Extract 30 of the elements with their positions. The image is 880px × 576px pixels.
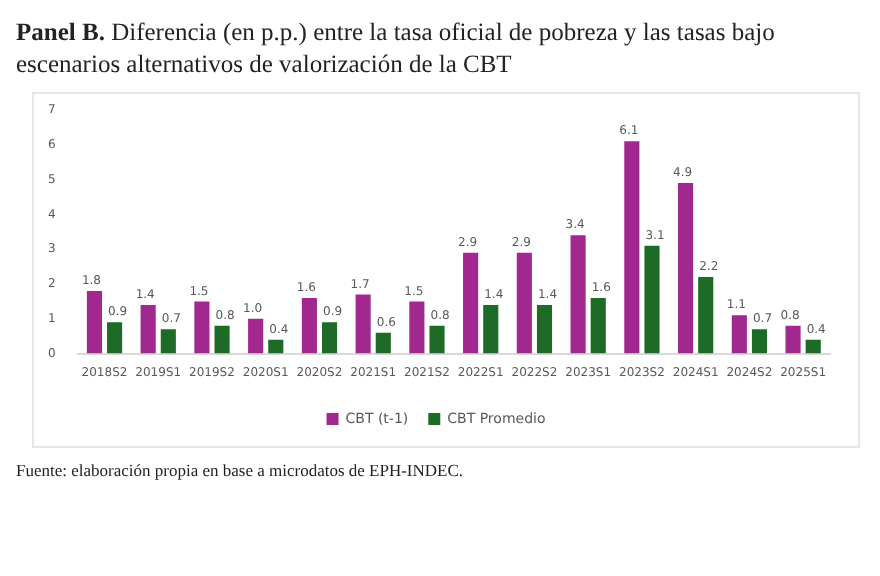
bar (194, 301, 210, 354)
bar (321, 322, 338, 354)
bar (463, 252, 479, 354)
bar (570, 235, 586, 354)
bar (214, 325, 230, 354)
chart-title: Panel B. Diferencia (en p.p.) entre la tasa oficial de pobreza y las tasas bajo escenarios alternativos de valorización de la CBT (16, 16, 777, 80)
bar (751, 329, 768, 354)
bar (624, 141, 640, 354)
bar (355, 294, 371, 354)
bar (516, 252, 532, 354)
bar (678, 183, 694, 354)
bar (785, 325, 801, 354)
bar (301, 297, 317, 354)
bar (86, 290, 102, 354)
source-note: Fuente: elaboración propia en base a microdatos de EPH-INDEC. (16, 460, 466, 480)
bar (375, 332, 391, 354)
bar (644, 245, 660, 354)
bar (107, 322, 123, 354)
bar (536, 304, 553, 354)
bar (248, 318, 264, 354)
bar (429, 325, 445, 354)
bar (805, 339, 821, 354)
bar (731, 315, 747, 354)
bar (409, 301, 425, 354)
bar (160, 329, 176, 354)
bar (483, 304, 499, 354)
bar (140, 304, 156, 354)
bar (698, 277, 714, 354)
bar (268, 339, 284, 354)
bar (590, 297, 606, 354)
